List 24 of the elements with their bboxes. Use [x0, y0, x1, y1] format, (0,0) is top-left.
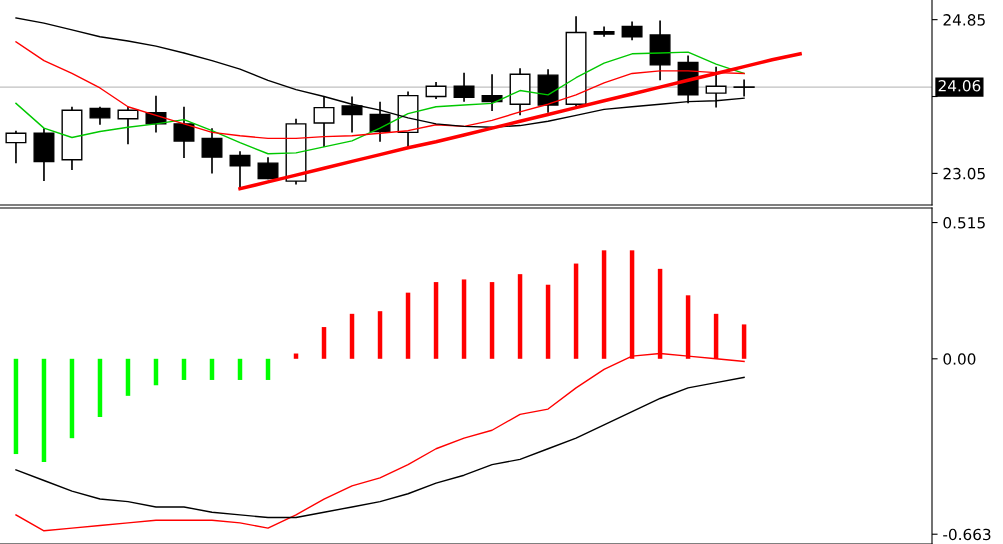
candlestick — [257, 157, 279, 180]
bar — [321, 327, 327, 359]
candlestick — [117, 106, 139, 145]
y-tick-label: -0.663 — [943, 528, 991, 541]
y-tick-label: 23.05 — [943, 167, 985, 180]
line-series — [15, 376, 745, 519]
bar — [433, 282, 439, 359]
candlestick — [229, 151, 251, 190]
bar — [601, 250, 607, 359]
line-series — [15, 51, 745, 155]
bar — [517, 274, 523, 359]
bar — [377, 311, 383, 359]
y-tick-label: 0.00 — [943, 353, 976, 365]
y-tick-label: 24.85 — [943, 14, 985, 26]
y-tick-label: 0.515 — [943, 217, 985, 229]
candlestick — [5, 130, 27, 164]
bar — [489, 282, 495, 359]
candlestick — [201, 128, 223, 174]
bar — [741, 324, 747, 359]
candlestick — [705, 66, 727, 108]
candlestick — [453, 72, 475, 102]
candlestick — [173, 106, 195, 159]
bar — [461, 279, 467, 359]
ref-line-label: 24.06 — [938, 80, 981, 92]
